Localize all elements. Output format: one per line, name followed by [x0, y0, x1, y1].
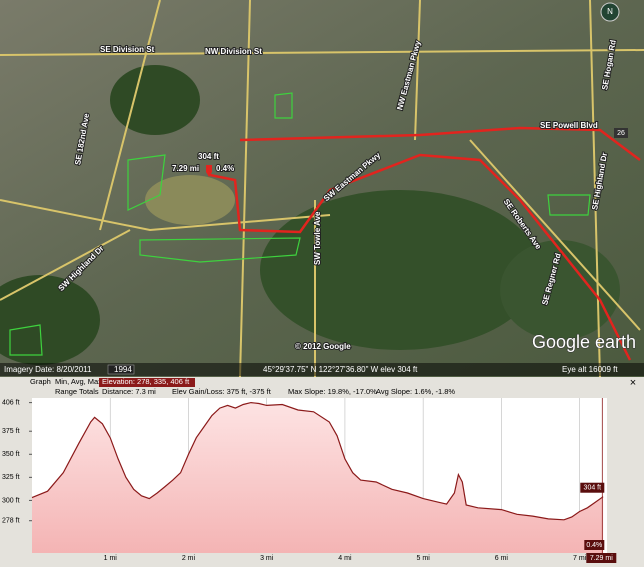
x-tick-label: 5 mi	[417, 555, 431, 562]
compass-label: N	[607, 7, 613, 16]
x-tick-label: 1 mi	[104, 555, 118, 562]
x-tick-label: 2 mi	[182, 555, 196, 562]
overlay-slope: 0.4%	[216, 164, 234, 173]
x-tick-label: 6 mi	[495, 555, 509, 562]
compass[interactable]	[600, 2, 620, 22]
header-text: Avg Slope: 1.6%, -1.8%	[376, 387, 455, 396]
header-text: Elev Gain/Loss: 375 ft, -375 ft	[172, 387, 272, 396]
y-tick-label: 325 ft	[2, 474, 20, 481]
elevation-area	[32, 402, 604, 553]
elevation-tab[interactable]	[99, 378, 195, 387]
cursor-value-label: 304 ft	[584, 485, 602, 492]
parcels	[9, 92, 591, 356]
forest	[110, 65, 200, 135]
overlay-elevation: 304 ft	[198, 152, 219, 161]
elevation-line	[31, 401, 604, 521]
y-tick-label: 406 ft	[2, 399, 20, 406]
street-label: SE Division St	[100, 45, 155, 54]
header-text: Min, Avg, Max	[55, 377, 102, 386]
x-tick-label: 7 mi	[573, 555, 587, 562]
header-text: Range Totals	[55, 387, 99, 396]
header-text: Graph	[30, 377, 51, 386]
year: 1994	[114, 365, 132, 374]
imagery-date: Imagery Date: 8/20/2011	[4, 365, 92, 374]
field	[145, 175, 235, 225]
y-tick-label: 278 ft	[2, 518, 20, 525]
street-label: NW Division St	[205, 47, 262, 56]
header-text: Elevation: 278, 335, 406 ft	[102, 377, 190, 386]
header-text: Distance: 7.3 mi	[102, 387, 156, 396]
cursor-slope-label: 0.4%	[586, 542, 602, 549]
street-label: SW Towle Ave	[313, 211, 322, 265]
elevation-chart: 1 mi 2 mi 3 mi 4 mi 5 mi 6 mi 7 mi 278 ft 300 ft…	[2, 398, 617, 563]
shield	[614, 128, 628, 138]
header-text: Max Slope: 19.8%, -17.0%	[288, 387, 377, 396]
status-bg	[0, 363, 644, 376]
route	[209, 126, 641, 361]
overlay-distance: 7.29 mi	[172, 164, 199, 173]
map[interactable]: SE Division St NW Division St SE 182nd A…	[0, 0, 644, 378]
cursor-slope-box	[584, 540, 605, 550]
y-tick-label: 375 ft	[2, 428, 20, 435]
copyright: © 2012 Google	[295, 342, 351, 351]
logo: Google earth	[532, 332, 636, 352]
forest	[0, 275, 100, 365]
coordinates: 45°29'37.75" N 122°27'36.80" W elev 304 …	[263, 365, 418, 374]
roads	[0, 0, 644, 378]
close-button[interactable]: ×	[630, 377, 636, 389]
y-tick-label: 300 ft	[2, 497, 20, 504]
cursor-x-box	[586, 553, 617, 563]
year-button[interactable]	[107, 364, 135, 375]
street-label: SE Powell Blvd	[540, 121, 598, 130]
y-tick-label: 350 ft	[2, 451, 20, 458]
x-tick-label: 3 mi	[260, 555, 274, 562]
forest	[260, 190, 540, 350]
forest	[500, 240, 620, 340]
cursor-x-label: 7.29 mi	[590, 555, 613, 562]
x-tick-label: 4 mi	[338, 555, 352, 562]
status-bar: Imagery Date: 8/20/2011 1994 45°29'37.75…	[0, 363, 644, 376]
route-marker	[206, 165, 212, 177]
shield-label: 26	[617, 130, 625, 137]
cursor-value-box	[580, 482, 605, 493]
eye-alt: Eye alt 16009 ft	[562, 365, 618, 374]
